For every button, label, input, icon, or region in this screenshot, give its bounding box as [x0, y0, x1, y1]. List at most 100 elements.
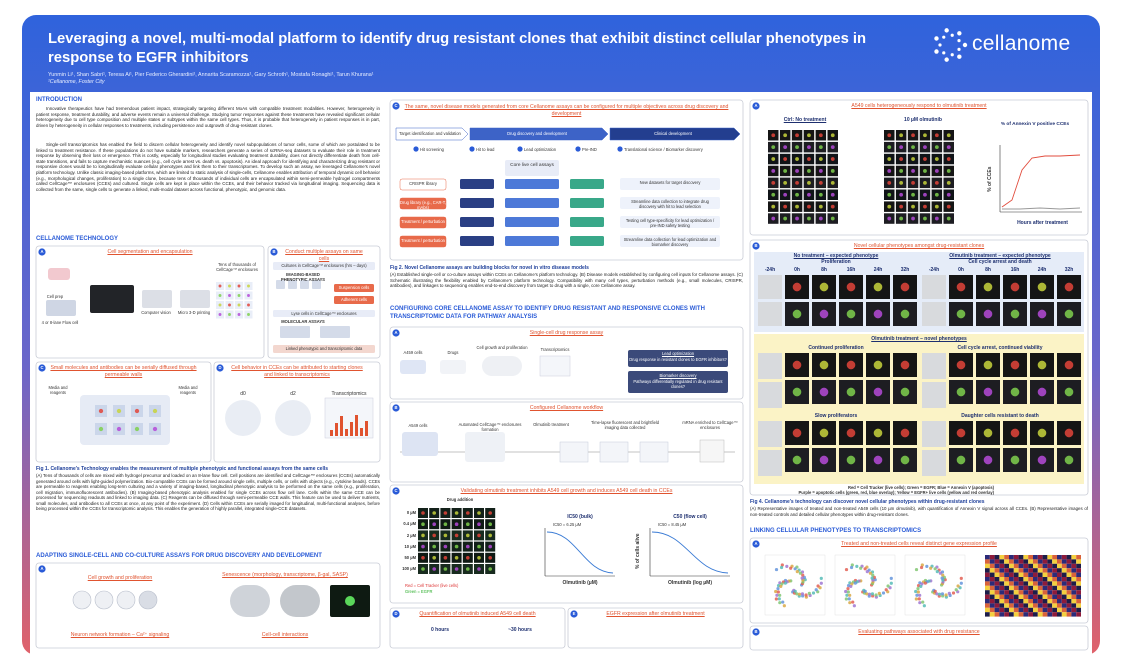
micrograph-tile [922, 353, 946, 379]
time-label: 32h [1064, 267, 1074, 273]
heatmap-cell [1052, 599, 1057, 604]
heatmap-cell [1028, 581, 1033, 586]
cell-blob [1010, 282, 1020, 292]
fit-curve [651, 531, 729, 574]
diagram-label: A549 cells [408, 423, 428, 428]
cell-blob [956, 455, 966, 465]
cell-blob [830, 180, 835, 185]
diagram-box [570, 198, 604, 208]
heatmap-cell [1061, 563, 1067, 569]
micrograph-tile [758, 450, 782, 476]
heatmap-cell [1013, 563, 1019, 569]
heatmap-cell [985, 577, 990, 582]
cell-blob [1064, 282, 1074, 292]
panel-title: Cell behavior in CCEs can be attributed … [231, 365, 363, 378]
y-axis-title: % of CCEs [986, 166, 993, 192]
figure-image [46, 300, 76, 316]
umap-point [774, 567, 779, 572]
dose-label: 10 µM [404, 544, 416, 549]
heatmap-cell [1033, 568, 1038, 573]
heatmap-cell [1057, 594, 1062, 599]
heatmap-cell [1047, 603, 1053, 608]
heatmap-cell [1071, 577, 1077, 582]
heatmap-cell [989, 603, 995, 608]
diagram-label: Cultures in CellCage™ enclosures (hrs – … [281, 263, 367, 268]
cell-blob [152, 426, 158, 432]
input-label: CRISPR library [409, 181, 437, 186]
panel-letter-badge [270, 248, 278, 256]
cell-blob [795, 204, 799, 209]
heatmap-cell [1037, 555, 1043, 560]
group-subtitle: Proliferation [821, 259, 851, 265]
panel-letter: A [754, 103, 758, 109]
heatmap-cell [1018, 607, 1024, 613]
umap-point [889, 576, 893, 581]
figure-image [90, 285, 134, 313]
umap-point [849, 584, 853, 589]
heatmap-cell [999, 559, 1005, 564]
cell-blob [887, 180, 892, 185]
heatmap-cell [1028, 612, 1033, 617]
panel-letter: E [572, 611, 576, 617]
cell-blob [911, 169, 915, 173]
cell-blob [873, 360, 883, 370]
cell-blob [443, 544, 448, 549]
heatmap-cell [999, 612, 1005, 617]
panel-letter-badge [392, 102, 400, 110]
heatmap-cell [1061, 594, 1067, 599]
heatmap-cell [1033, 581, 1038, 586]
cell-blob [807, 157, 811, 161]
cell-blob [237, 284, 241, 288]
cell-blob [946, 169, 951, 173]
umap-point [800, 576, 804, 580]
cell-blob [1010, 428, 1020, 438]
cell-blob [443, 522, 448, 526]
umap-point [851, 600, 855, 604]
diagram-box [460, 236, 494, 246]
umap-point [868, 571, 872, 575]
cell-blob [443, 511, 448, 515]
heatmap-cell [1071, 555, 1077, 560]
heatmap-cell [1047, 599, 1053, 604]
heatmap-cell [1047, 559, 1053, 564]
cell-blob [1037, 387, 1047, 397]
heatmap-cell [989, 612, 995, 617]
figure-image [400, 360, 426, 374]
heatmap-cell [1052, 581, 1057, 586]
heatmap-cell [1076, 594, 1081, 599]
pipeline-stage [609, 127, 741, 141]
panel-letter-badge [216, 364, 224, 372]
cell-blob [98, 426, 104, 432]
heatmap-cell [999, 594, 1005, 599]
diagram-label: Media and reagents [48, 385, 68, 396]
cell-blob [1037, 455, 1047, 465]
heatmap-cell [1076, 590, 1081, 595]
phenotype-title: Slow proliferators [814, 413, 858, 419]
cell-blob [466, 511, 470, 515]
heatmap-cell [1028, 590, 1033, 595]
diagram-label: Olmutinib treatment [533, 422, 569, 427]
cell-blob [899, 157, 904, 161]
figure-image [355, 415, 358, 436]
heatmap-cell [1033, 612, 1038, 617]
cell-blob [923, 169, 927, 173]
umap-point [877, 591, 881, 595]
panel-letter-badge [752, 102, 760, 110]
cell-blob [1064, 428, 1074, 438]
logo-dot [957, 47, 961, 51]
umap-point [923, 581, 927, 585]
heatmap-cell [1052, 563, 1057, 569]
diagram-label: Computer vision [141, 310, 171, 315]
heatmap-cell [989, 590, 995, 595]
cell-blob [807, 145, 811, 150]
logo-dot [950, 33, 954, 37]
cell-blob [218, 284, 222, 288]
umap-point [951, 591, 956, 595]
cell-blob [477, 556, 481, 560]
umap-point [844, 597, 848, 601]
input-label: Drug library (e.g., CAR-T, mAbs) [400, 200, 446, 211]
cell-blob [1064, 455, 1074, 465]
panel-subtitle: Neuron network formation – Ca²⁺ signalin… [70, 632, 170, 638]
cell-blob [792, 455, 802, 465]
cell-blob [819, 455, 829, 465]
